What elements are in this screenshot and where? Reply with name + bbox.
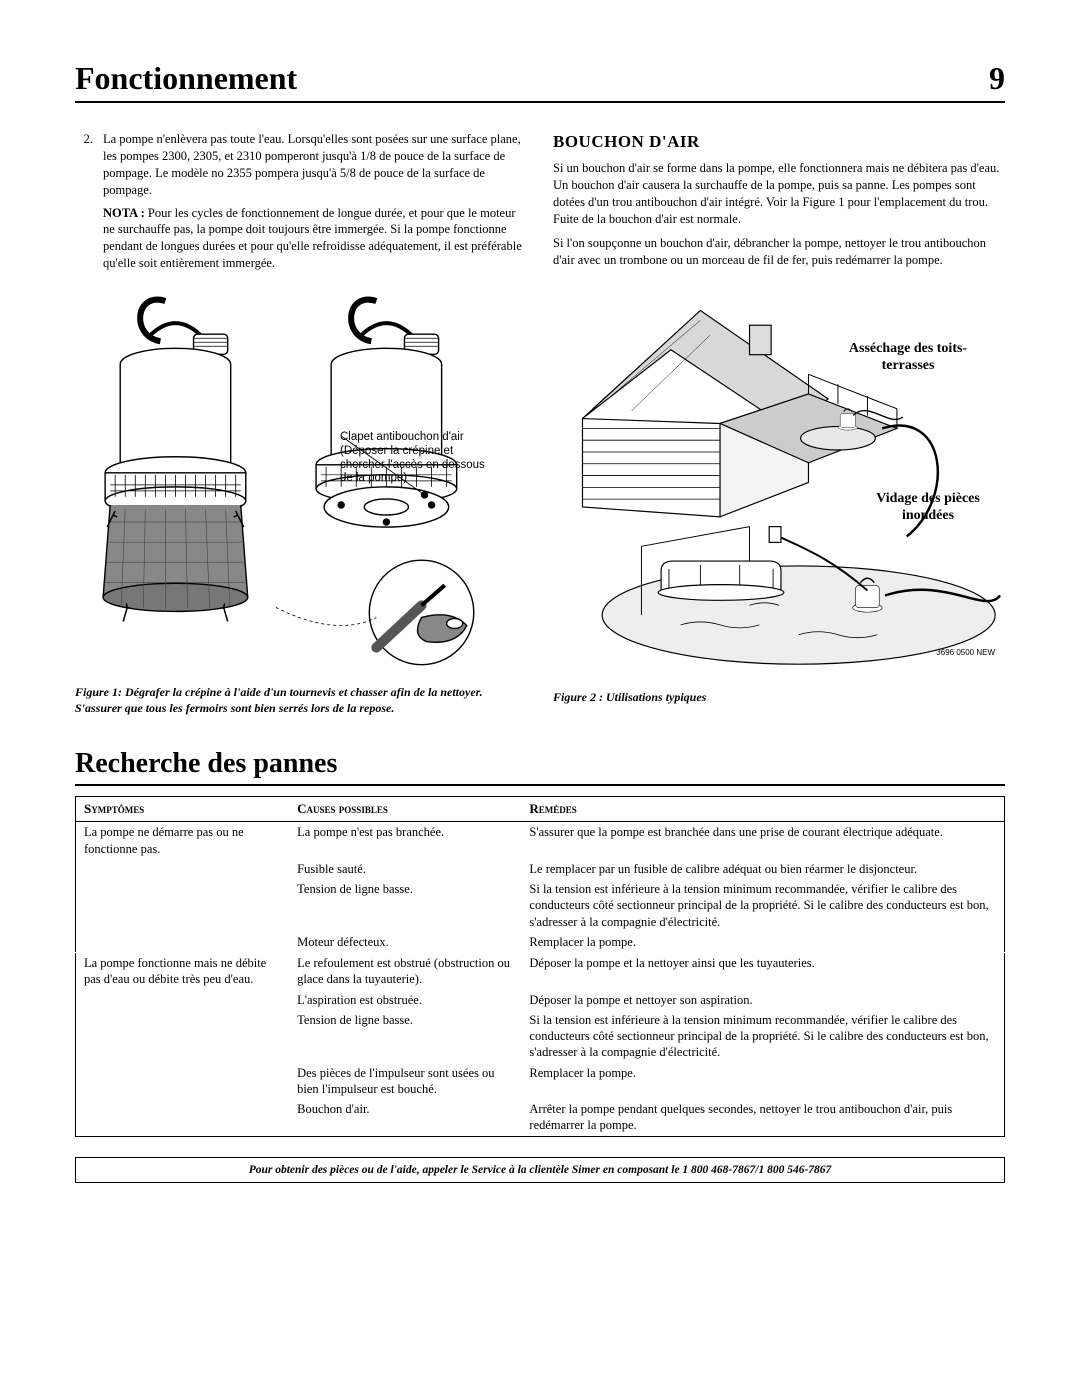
cell-remedy: Remplacer la pompe. — [521, 932, 1004, 953]
figure-2-caption: Figure 2 : Utilisations typiques — [553, 689, 1005, 705]
table-row: Fusible sauté.Le remplacer par un fusibl… — [76, 859, 1005, 879]
cell-symptom — [76, 879, 290, 932]
cell-cause: Moteur défecteux. — [289, 932, 521, 953]
table-row: Des pièces de l'impulseur sont usées ou … — [76, 1063, 1005, 1100]
nota-label: NOTA : — [103, 206, 145, 220]
page-header: Fonctionnement 9 — [75, 60, 1005, 103]
list-item-2: 2. La pompe n'enlèvera pas toute l'eau. … — [75, 131, 527, 199]
cell-symptom — [76, 1063, 290, 1100]
cell-symptom — [76, 859, 290, 879]
cell-remedy: Remplacer la pompe. — [521, 1063, 1004, 1100]
cell-cause: Tension de ligne basse. — [289, 1010, 521, 1063]
section-troubleshoot-title: Recherche des pannes — [75, 748, 1005, 786]
cell-remedy: S'assurer que la pompe est branchée dans… — [521, 822, 1004, 859]
cell-cause: Des pièces de l'impulseur sont usées ou … — [289, 1063, 521, 1100]
cell-remedy: Arrêter la pompe pendant quelques second… — [521, 1099, 1004, 1136]
nota-block: NOTA : Pour les cycles de fonctionnement… — [75, 205, 527, 273]
subheading-bouchon: BOUCHON D'AIR — [553, 131, 1005, 154]
table-row: Tension de ligne basse.Si la tension est… — [76, 1010, 1005, 1063]
figure-2-label-room: Vidage des pièces inondées — [853, 491, 1003, 525]
cell-remedy: Déposer la pompe et nettoyer son aspirat… — [521, 990, 1004, 1010]
left-column: 2. La pompe n'enlèvera pas toute l'eau. … — [75, 131, 527, 716]
table-row: Moteur défecteux.Remplacer la pompe. — [76, 932, 1005, 953]
paragraph-bouchon-2: Si l'on soupçonne un bouchon d'air, débr… — [553, 235, 1005, 269]
cell-symptom — [76, 1010, 290, 1063]
cell-cause: La pompe n'est pas branchée. — [289, 822, 521, 859]
cell-remedy: Si la tension est inférieure à la tensio… — [521, 1010, 1004, 1063]
figure-2-label-roof: Asséchage des toits-terrasses — [823, 341, 993, 375]
figure-1: Clapet antibouchon d'air (Déposer la cré… — [75, 286, 527, 676]
cell-symptom — [76, 1099, 290, 1136]
footer-help: Pour obtenir des pièces ou de l'aide, ap… — [75, 1157, 1005, 1183]
table-row: Tension de ligne basse.Si la tension est… — [76, 879, 1005, 932]
cell-symptom: La pompe fonctionne mais ne débite pas d… — [76, 953, 290, 990]
nota-text: NOTA : Pour les cycles de fonctionnement… — [103, 205, 527, 273]
right-column: BOUCHON D'AIR Si un bouchon d'air se for… — [553, 131, 1005, 716]
cell-cause: Le refoulement est obstrué (obstruction … — [289, 953, 521, 990]
cell-symptom — [76, 932, 290, 953]
page-number: 9 — [989, 60, 1005, 97]
cell-symptom — [76, 990, 290, 1010]
table-row: La pompe ne démarre pas ou ne fonctionne… — [76, 822, 1005, 859]
page-title: Fonctionnement — [75, 60, 297, 97]
table-row: Bouchon d'air.Arrêter la pompe pendant q… — [76, 1099, 1005, 1136]
cell-cause: Fusible sauté. — [289, 859, 521, 879]
list-text: La pompe n'enlèvera pas toute l'eau. Lor… — [103, 131, 527, 199]
figure-1-annotation: Clapet antibouchon d'air (Déposer la cré… — [340, 431, 490, 486]
cell-cause: Bouchon d'air. — [289, 1099, 521, 1136]
nota-body: Pour les cycles de fonctionnement de lon… — [103, 206, 522, 271]
troubleshoot-table: Symptômes Causes possibles Remèdes La po… — [75, 796, 1005, 1136]
two-column-layout: 2. La pompe n'enlèvera pas toute l'eau. … — [75, 131, 1005, 716]
figure-1-caption: Figure 1: Dégrafer la crépine à l'aide d… — [75, 684, 527, 716]
table-row: L'aspiration est obstruée.Déposer la pom… — [76, 990, 1005, 1010]
table-row: La pompe fonctionne mais ne débite pas d… — [76, 953, 1005, 990]
cell-remedy: Le remplacer par un fusible de calibre a… — [521, 859, 1004, 879]
cell-remedy: Déposer la pompe et la nettoyer ainsi qu… — [521, 953, 1004, 990]
paragraph-bouchon-1: Si un bouchon d'air se forme dans la pom… — [553, 160, 1005, 228]
cell-symptom: La pompe ne démarre pas ou ne fonctionne… — [76, 822, 290, 859]
th-symptoms: Symptômes — [76, 797, 290, 822]
th-remedies: Remèdes — [521, 797, 1004, 822]
cell-remedy: Si la tension est inférieure à la tensio… — [521, 879, 1004, 932]
th-causes: Causes possibles — [289, 797, 521, 822]
cell-cause: L'aspiration est obstruée. — [289, 990, 521, 1010]
cell-cause: Tension de ligne basse. — [289, 879, 521, 932]
figure-2-svg — [553, 281, 1005, 674]
list-number: 2. — [75, 131, 93, 199]
figure-2: Asséchage des toits-terrasses Vidage des… — [553, 281, 1005, 681]
table-header-row: Symptômes Causes possibles Remèdes — [76, 797, 1005, 822]
figure-2-code: 3696 0500 NEW — [936, 648, 995, 659]
